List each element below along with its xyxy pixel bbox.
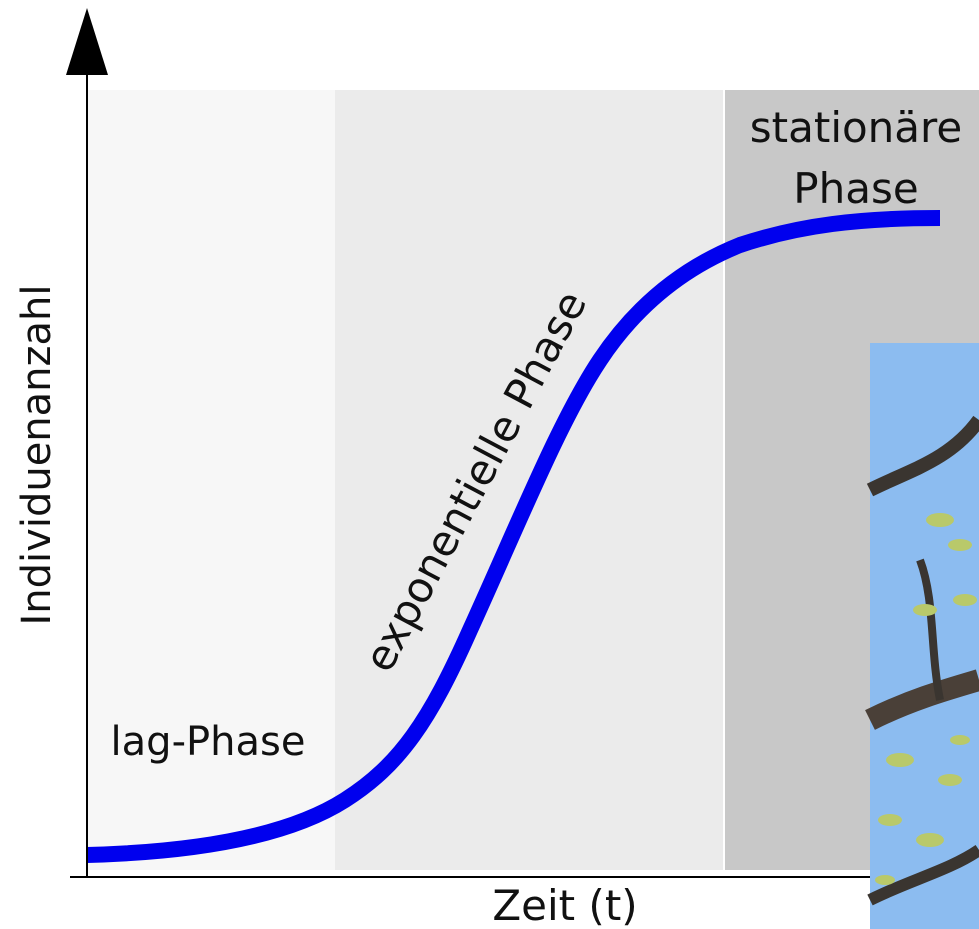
lag-phase-label: lag-Phase [111, 719, 306, 765]
y-axis-label: Individuenanzahl [14, 285, 60, 626]
y-axis-arrow [66, 8, 108, 75]
stationary-phase-label: stationäre [750, 103, 962, 152]
growth-curve-diagram: Individuenanzahl Zeit (t) lag-Phase expo… [0, 0, 979, 929]
x-axis-label: Zeit (t) [492, 881, 637, 929]
photo-overlay [870, 343, 979, 929]
stationary-phase-label: Phase [793, 164, 918, 213]
